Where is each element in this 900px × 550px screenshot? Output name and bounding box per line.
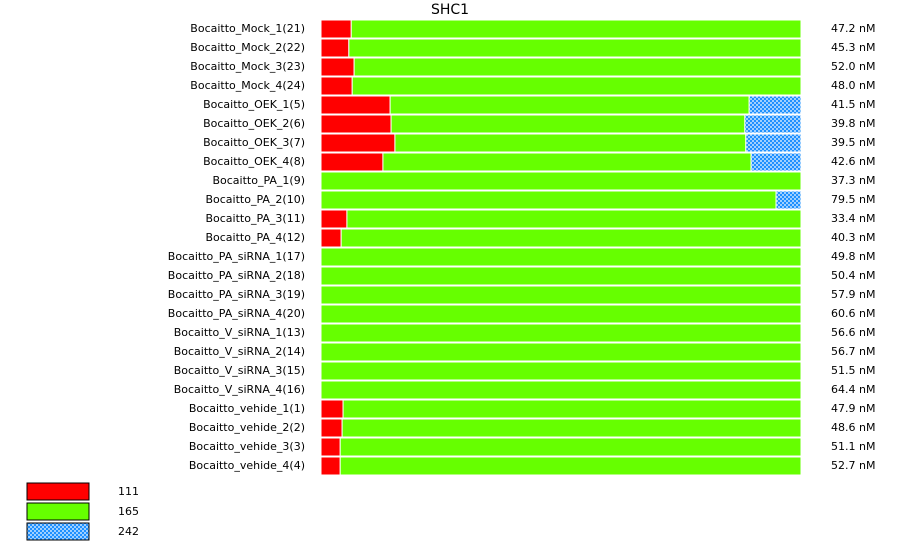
legend-swatch [26,482,90,501]
row-label: Bocaitto_PA_siRNA_3(19) [168,288,305,301]
row-label: Bocaitto_PA_siRNA_2(18) [168,269,305,282]
bar-segment [320,190,777,210]
row-total: 60.6 nM [831,307,875,320]
bar-segment [320,152,384,172]
bar-segment [320,171,802,191]
row-total: 48.0 nM [831,79,875,92]
row-total: 51.5 nM [831,364,875,377]
bar-segment [394,133,747,153]
row-label: Bocaitto_Mock_3(23) [190,60,305,73]
row-total: 42.6 nM [831,155,875,168]
row-total: 50.4 nM [831,269,875,282]
legend-label: 242 [118,525,139,538]
row-label: Bocaitto_PA_1(9) [212,174,305,187]
row-total: 52.7 nM [831,459,875,472]
bar-segment [320,285,802,305]
bar-segment [320,418,343,438]
bar-segment [320,456,341,476]
bar-segment [320,38,350,58]
legend-swatch [26,502,90,521]
row-total: 48.6 nM [831,421,875,434]
row-label: Bocaitto_vehide_4(4) [189,459,305,472]
row-label: Bocaitto_Mock_1(21) [190,22,305,35]
row-total: 79.5 nM [831,193,875,206]
bar-segment [320,209,348,229]
bar-segment [320,323,802,343]
legend-label: 165 [118,505,139,518]
bar-segment [351,76,802,96]
row-total: 39.8 nM [831,117,875,130]
row-total: 41.5 nM [831,98,875,111]
bar-segment [750,152,802,172]
bar-segment [320,437,341,457]
bar-segment [390,114,746,134]
bar-segment [339,437,802,457]
row-label: Bocaitto_PA_siRNA_4(20) [168,307,305,320]
row-total: 56.7 nM [831,345,875,358]
bar-segment [339,456,802,476]
bar-segment [320,57,355,77]
row-label: Bocaitto_OEK_2(6) [203,117,305,130]
row-total: 49.8 nM [831,250,875,263]
chart-title: SHC1 [431,2,469,18]
bar-segment [745,133,802,153]
bar-segment [320,380,802,400]
row-label: Bocaitto_V_siRNA_2(14) [174,345,305,358]
bar-segment [389,95,750,115]
row-total: 45.3 nM [831,41,875,54]
row-label: Bocaitto_vehide_3(3) [189,440,305,453]
bar-segment [320,247,802,267]
row-label: Bocaitto_OEK_1(5) [203,98,305,111]
bar-segment [342,399,802,419]
bar-segment [320,133,396,153]
row-total: 37.3 nM [831,174,875,187]
row-label: Bocaitto_PA_2(10) [205,193,305,206]
bar-segment [320,19,352,39]
bar-segment [320,228,342,248]
bar-segment [348,38,802,58]
row-label: Bocaitto_V_siRNA_1(13) [174,326,305,339]
legend-label: 111 [118,485,139,498]
bar-segment [320,342,802,362]
row-total: 33.4 nM [831,212,875,225]
row-label: Bocaitto_OEK_3(7) [203,136,305,149]
bar-segment [382,152,752,172]
legend-swatch [26,522,90,541]
bar-segment [346,209,802,229]
bar-segment [320,114,392,134]
bar-segment [775,190,802,210]
bar-segment [320,304,802,324]
row-label: Bocaitto_Mock_2(22) [190,41,305,54]
row-total: 56.6 nM [831,326,875,339]
row-total: 52.0 nM [831,60,875,73]
bar-segment [320,399,344,419]
row-label: Bocaitto_V_siRNA_3(15) [174,364,305,377]
row-label: Bocaitto_Mock_4(24) [190,79,305,92]
bar-segment [320,95,391,115]
row-label: Bocaitto_OEK_4(8) [203,155,305,168]
row-total: 40.3 nM [831,231,875,244]
row-label: Bocaitto_vehide_2(2) [189,421,305,434]
row-total: 64.4 nM [831,383,875,396]
bar-segment [353,57,802,77]
row-total: 47.9 nM [831,402,875,415]
bar-segment [320,266,802,286]
row-total: 47.2 nM [831,22,875,35]
bar-segment [320,361,802,381]
row-label: Bocaitto_PA_3(11) [205,212,305,225]
row-label: Bocaitto_V_siRNA_4(16) [174,383,305,396]
row-label: Bocaitto_PA_siRNA_1(17) [168,250,305,263]
bar-segment [350,19,802,39]
row-total: 39.5 nM [831,136,875,149]
row-total: 51.1 nM [831,440,875,453]
bar-segment [340,228,802,248]
row-label: Bocaitto_vehide_1(1) [189,402,305,415]
row-label: Bocaitto_PA_4(12) [205,231,305,244]
row-total: 57.9 nM [831,288,875,301]
bar-segment [744,114,802,134]
bar-segment [320,76,353,96]
bar-segment [341,418,802,438]
bar-segment [748,95,802,115]
